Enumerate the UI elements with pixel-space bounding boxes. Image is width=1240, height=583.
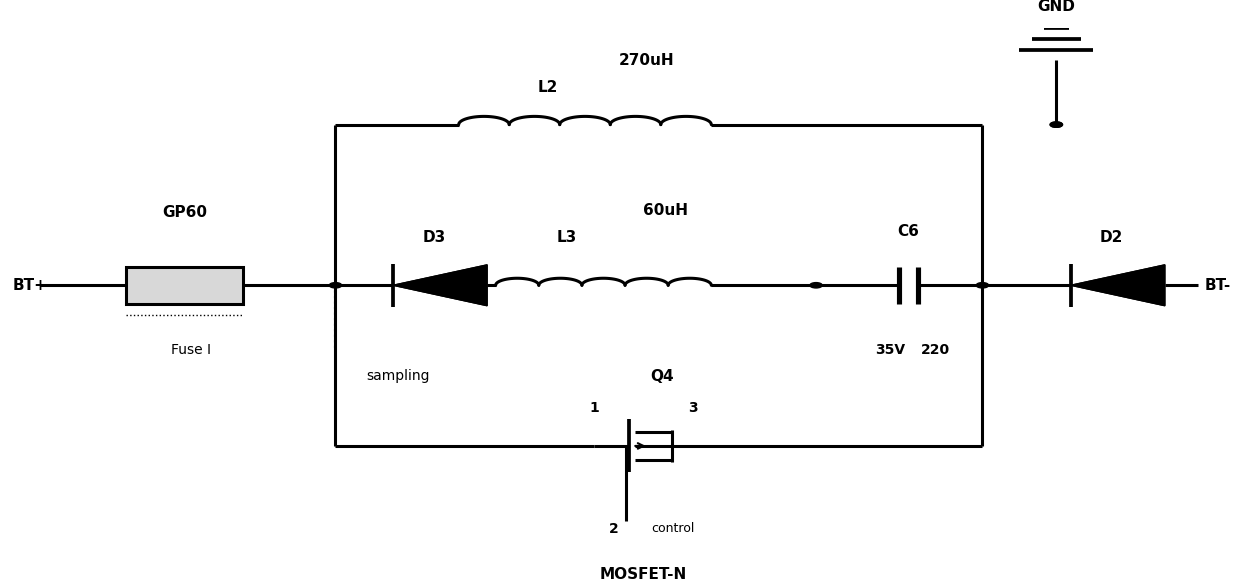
Text: 270uH: 270uH (619, 53, 675, 68)
Text: MOSFET-N: MOSFET-N (600, 567, 687, 582)
Text: GND: GND (1038, 0, 1075, 15)
Text: D2: D2 (1100, 230, 1123, 245)
Text: control: control (651, 522, 694, 535)
Polygon shape (1071, 265, 1164, 305)
Text: Q4: Q4 (650, 369, 673, 384)
Circle shape (1050, 122, 1063, 127)
Text: sampling: sampling (366, 369, 430, 383)
Circle shape (976, 283, 988, 288)
Text: GP60: GP60 (162, 205, 207, 220)
Text: D3: D3 (423, 230, 445, 245)
Text: 2: 2 (609, 522, 619, 536)
Text: L3: L3 (557, 230, 577, 245)
Circle shape (1050, 122, 1063, 127)
Text: BT-: BT- (1204, 278, 1230, 293)
Text: L2: L2 (538, 80, 558, 94)
Text: 35V: 35V (875, 343, 905, 357)
Text: C6: C6 (898, 224, 919, 239)
Bar (126, 266, 243, 304)
Text: Fuse I: Fuse I (171, 343, 211, 357)
Text: 3: 3 (688, 402, 698, 416)
Text: 60uH: 60uH (642, 203, 688, 218)
Circle shape (810, 283, 822, 288)
Circle shape (330, 283, 342, 288)
Text: 1: 1 (589, 402, 599, 416)
Text: 220: 220 (921, 343, 950, 357)
Polygon shape (393, 265, 487, 305)
Text: BT+: BT+ (12, 278, 47, 293)
